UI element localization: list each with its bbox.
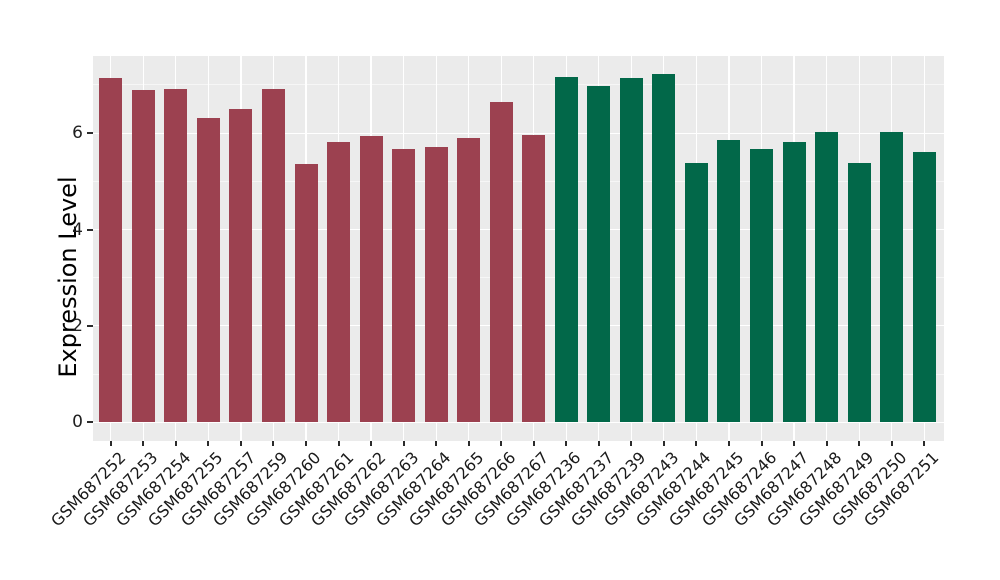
minor-gridline: [93, 373, 944, 375]
bar: [750, 148, 774, 423]
x-tick-mark: [435, 441, 438, 446]
x-tick-mark: [858, 441, 861, 446]
major-gridline: [93, 421, 944, 423]
x-tick-mark: [174, 441, 177, 446]
minor-gridline: [93, 277, 944, 279]
bar: [619, 77, 643, 423]
bar: [196, 118, 220, 423]
x-tick-mark: [662, 441, 665, 446]
x-tick-mark: [337, 441, 340, 446]
y-tick-label: 6: [72, 123, 83, 144]
x-tick-mark: [467, 441, 470, 446]
bar: [782, 142, 806, 423]
x-tick-mark: [402, 441, 405, 446]
bar: [847, 162, 871, 423]
x-tick-mark: [142, 441, 145, 446]
y-tick-label: 4: [72, 219, 83, 240]
x-tick-mark: [695, 441, 698, 446]
x-tick-mark: [370, 441, 373, 446]
minor-gridline: [93, 180, 944, 182]
x-tick-mark: [207, 441, 210, 446]
y-tick-mark: [87, 421, 93, 424]
bar: [359, 136, 383, 423]
x-tick-mark: [890, 441, 893, 446]
y-tick-label: 2: [72, 315, 83, 336]
y-tick-label: 0: [72, 412, 83, 433]
x-tick-mark: [630, 441, 633, 446]
major-gridline: [93, 228, 944, 231]
plot-area: [93, 56, 944, 441]
bar: [99, 77, 123, 423]
y-tick-mark: [87, 228, 93, 231]
x-tick-mark: [760, 441, 763, 446]
x-tick-mark: [239, 441, 242, 446]
bar: [489, 101, 513, 423]
x-tick-mark: [109, 441, 112, 446]
bar: [652, 73, 676, 423]
y-tick-mark: [87, 324, 93, 327]
x-tick-mark: [825, 441, 828, 446]
y-tick-mark: [87, 132, 93, 135]
x-tick-mark: [500, 441, 503, 446]
bar: [457, 137, 481, 423]
bar: [912, 152, 936, 423]
bar: [229, 109, 253, 423]
x-tick-mark: [727, 441, 730, 446]
x-tick-mark: [923, 441, 926, 446]
bar: [294, 163, 318, 423]
bar: [815, 132, 839, 423]
bar: [717, 139, 741, 423]
bar: [522, 134, 546, 423]
y-axis-title: Expression Level: [54, 176, 82, 378]
bar: [261, 88, 285, 423]
bar: [424, 147, 448, 423]
bar: [880, 131, 904, 423]
minor-gridline: [93, 84, 944, 86]
major-gridline: [93, 325, 944, 327]
bar: [131, 90, 155, 423]
bar: [587, 85, 611, 423]
x-tick-mark: [597, 441, 600, 446]
x-tick-mark: [532, 441, 535, 446]
x-tick-mark: [793, 441, 796, 446]
bar: [554, 76, 578, 423]
bar: [392, 149, 416, 423]
bar: [164, 88, 188, 423]
x-tick-mark: [305, 441, 308, 446]
x-tick-mark: [565, 441, 568, 446]
bar: [327, 142, 351, 423]
major-gridline: [93, 132, 944, 134]
x-tick-mark: [272, 441, 275, 446]
bar: [684, 162, 708, 423]
